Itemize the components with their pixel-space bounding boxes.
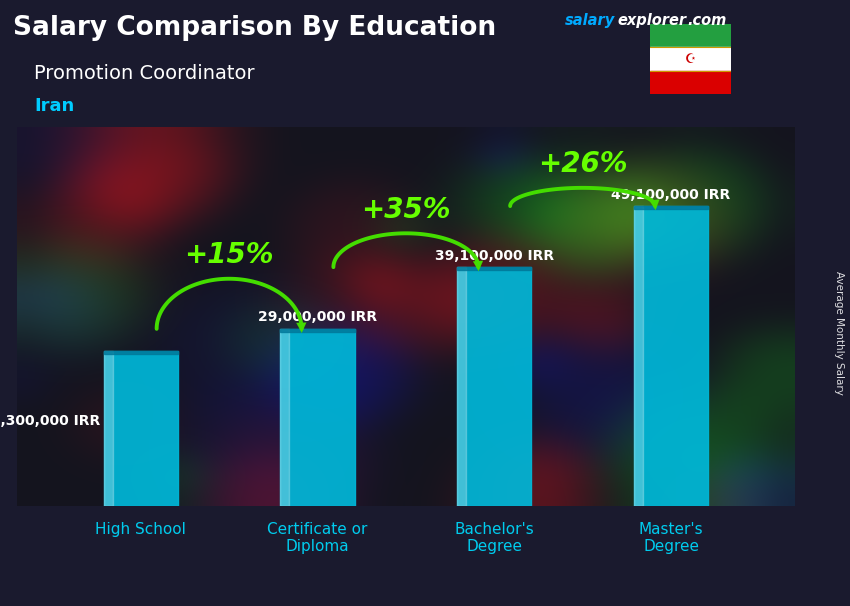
Bar: [650, 71, 731, 94]
Text: Iran: Iran: [34, 97, 74, 115]
Text: Average Monthly Salary: Average Monthly Salary: [834, 271, 844, 395]
Bar: [634, 206, 708, 506]
Text: 49,100,000 IRR: 49,100,000 IRR: [611, 187, 731, 202]
Bar: [280, 329, 354, 506]
Text: +35%: +35%: [361, 196, 450, 224]
Bar: [280, 329, 354, 332]
Text: ☪: ☪: [685, 53, 696, 65]
Text: Salary Comparison By Education: Salary Comparison By Education: [13, 15, 496, 41]
Text: salary: salary: [565, 13, 615, 28]
Bar: [104, 351, 178, 355]
Text: 39,100,000 IRR: 39,100,000 IRR: [434, 248, 554, 262]
Bar: [650, 47, 731, 71]
Text: .com: .com: [688, 13, 727, 28]
Text: explorer: explorer: [618, 13, 687, 28]
Bar: [634, 206, 708, 209]
Bar: [280, 329, 289, 506]
Text: +15%: +15%: [184, 241, 274, 269]
Bar: [457, 267, 531, 270]
Text: 29,000,000 IRR: 29,000,000 IRR: [258, 310, 377, 324]
Text: Promotion Coordinator: Promotion Coordinator: [34, 64, 255, 82]
Bar: [634, 206, 643, 506]
Bar: [457, 267, 531, 506]
Bar: [104, 351, 112, 506]
Bar: [650, 24, 731, 47]
Bar: [457, 267, 466, 506]
Bar: [104, 351, 178, 506]
Text: 25,300,000 IRR: 25,300,000 IRR: [0, 414, 100, 428]
Text: +26%: +26%: [538, 150, 627, 178]
